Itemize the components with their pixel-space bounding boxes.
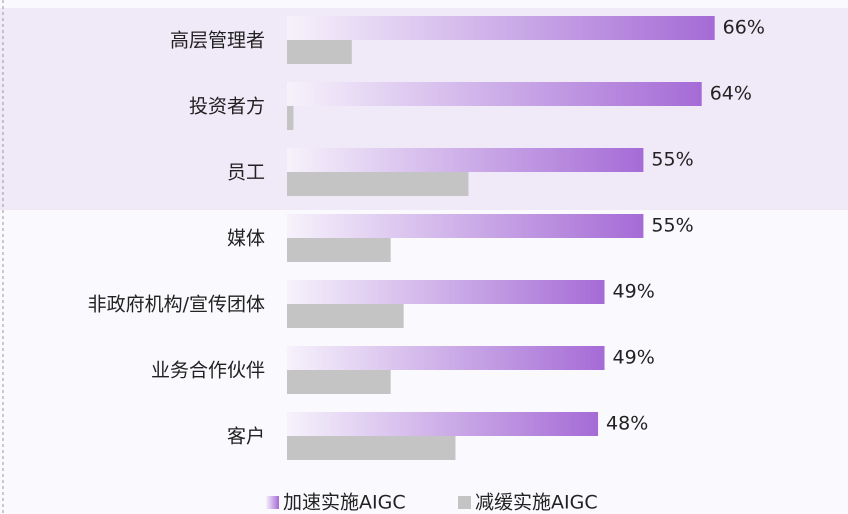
bar [287,370,391,394]
bar [287,280,605,304]
value-label: 66% [723,17,765,39]
bar [287,40,352,64]
bar [287,148,644,172]
category-label: 非政府机构/宣传团体 [88,294,265,316]
value-label: 64% [710,83,752,105]
category-label: 客户 [227,426,265,448]
legend-label: 减缓实施AIGC [475,492,598,514]
legend-label: 加速实施AIGC [283,492,406,514]
legend-swatch [458,496,471,509]
bar [287,16,715,40]
category-label: 高层管理者 [170,30,265,52]
bar [287,346,605,370]
category-label: 员工 [227,162,265,184]
category-label: 媒体 [227,228,265,250]
value-label: 55% [651,215,693,237]
category-label: 业务合作伙伴 [151,360,265,382]
value-label: 48% [606,413,648,435]
value-label: 55% [651,149,693,171]
value-label: 49% [613,281,655,303]
bar [287,172,469,196]
bar [287,238,391,262]
category-label: 投资者方 [189,96,265,118]
bar [287,106,294,130]
bar [287,82,702,106]
value-label: 49% [613,347,655,369]
bar [287,436,456,460]
legend-swatch [266,496,279,509]
bar [287,214,644,238]
bar [287,304,404,328]
bar [287,412,599,436]
